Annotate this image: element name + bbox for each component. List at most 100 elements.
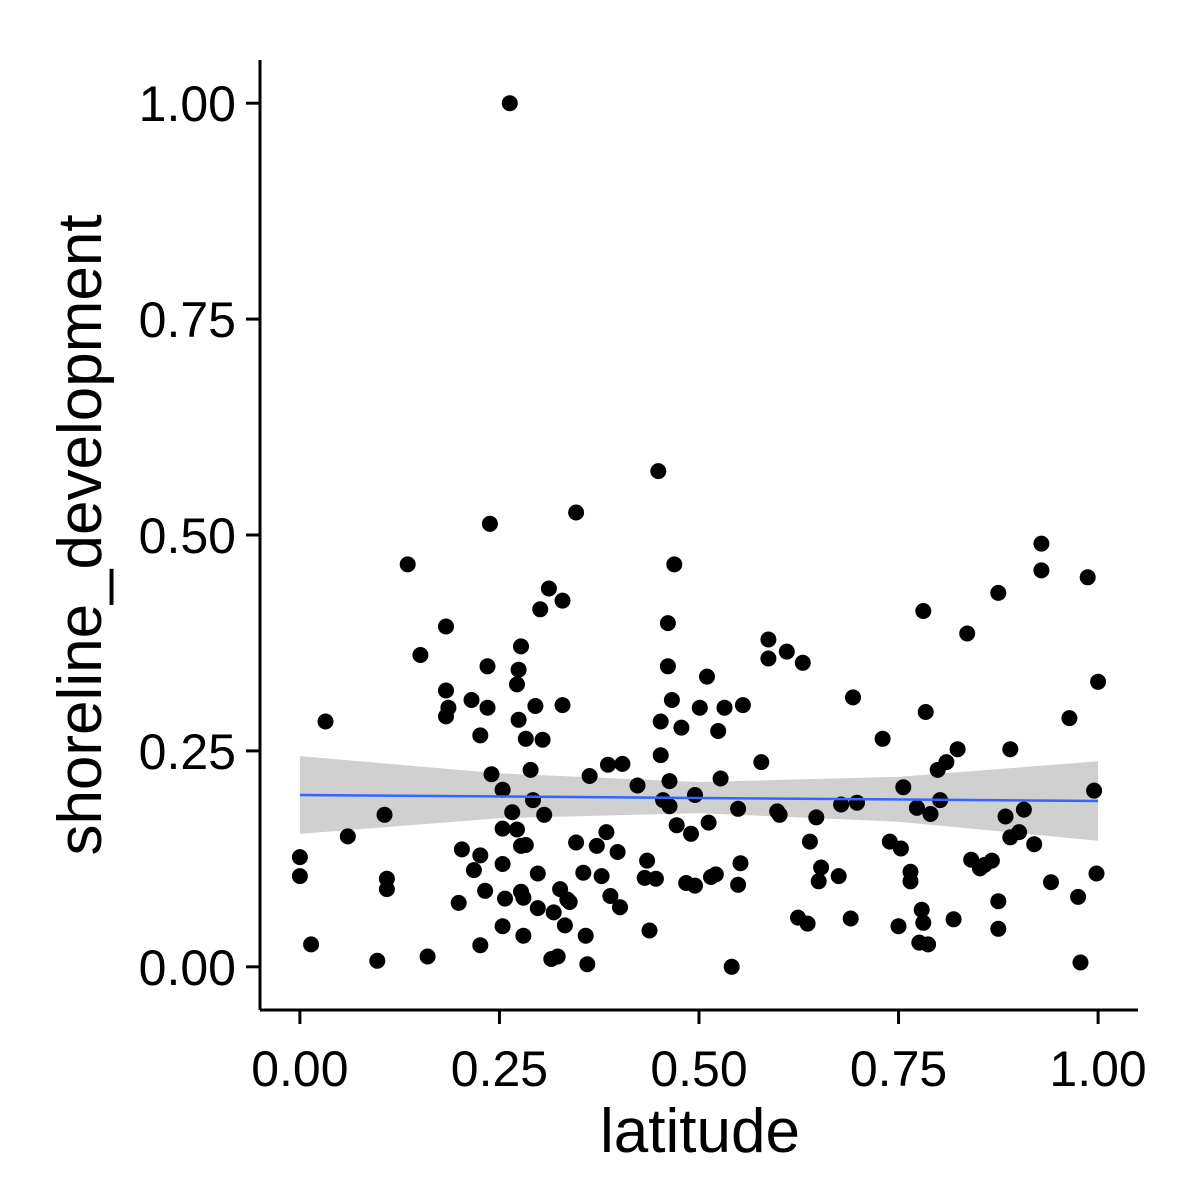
data-point (842, 910, 859, 927)
data-point (378, 881, 395, 898)
data-point (536, 806, 553, 823)
data-point (291, 868, 308, 885)
data-point (450, 894, 467, 911)
data-point (1070, 888, 1087, 905)
data-point (730, 876, 747, 893)
data-point (1033, 562, 1050, 579)
data-point (833, 796, 850, 813)
data-point (813, 859, 830, 876)
data-point (730, 800, 747, 817)
x-tick-label: 0.75 (850, 1041, 947, 1097)
data-point (513, 638, 529, 655)
data-point (1072, 954, 1089, 971)
data-point (990, 893, 1007, 910)
data-point (753, 754, 770, 771)
data-point (647, 870, 664, 887)
data-point (472, 727, 489, 744)
data-point (1090, 673, 1107, 690)
data-point (510, 711, 527, 728)
x-tick-label: 1.00 (1049, 1041, 1146, 1097)
data-point (1033, 535, 1050, 552)
data-point (687, 877, 703, 894)
y-tick-label: 0.25 (139, 724, 236, 780)
data-point (494, 781, 511, 798)
y-tick-label: 0.00 (139, 940, 236, 996)
data-point (472, 847, 489, 864)
data-point (581, 768, 598, 784)
data-point (419, 948, 436, 965)
data-point (949, 741, 966, 758)
data-point (577, 927, 594, 944)
data-point (652, 747, 669, 764)
x-tick-label: 0.25 (451, 1041, 548, 1097)
data-point (303, 936, 320, 953)
data-point (472, 937, 489, 954)
data-point (549, 948, 566, 965)
data-point (659, 615, 676, 632)
data-point (509, 821, 525, 838)
data-point (734, 697, 751, 714)
data-point (515, 889, 532, 906)
data-point (534, 731, 551, 748)
data-point (707, 866, 724, 883)
data-point (465, 862, 482, 879)
data-point (463, 692, 480, 708)
y-tick-label: 0.75 (139, 292, 236, 348)
trend-line (299, 793, 1099, 803)
data-point (527, 698, 544, 714)
data-point (494, 856, 511, 872)
data-point (545, 904, 562, 921)
data-point (568, 834, 585, 851)
data-point (602, 888, 619, 904)
data-point (808, 809, 825, 826)
data-point (771, 806, 788, 823)
data-point (652, 713, 669, 730)
data-point (778, 643, 795, 660)
data-point (515, 927, 532, 944)
data-point (650, 463, 667, 480)
data-point (412, 647, 429, 663)
data-point (915, 914, 932, 931)
data-point (540, 580, 557, 597)
data-point (568, 504, 585, 521)
data-point (600, 756, 616, 773)
data-point (895, 779, 912, 796)
data-point (723, 958, 740, 975)
data-point (438, 682, 454, 699)
data-point (661, 773, 678, 790)
data-point (990, 920, 1007, 937)
data-point (579, 956, 596, 973)
data-point (1086, 782, 1103, 799)
data-point (712, 770, 729, 787)
data-point (990, 584, 1007, 601)
data-point (700, 814, 717, 831)
data-point (477, 882, 494, 899)
data-point (913, 901, 930, 918)
data-point (659, 658, 676, 675)
data-point (668, 817, 685, 834)
data-point (691, 699, 708, 716)
data-point (639, 852, 656, 869)
data-point (554, 592, 571, 609)
data-point (920, 936, 937, 953)
points-layer (291, 95, 1107, 975)
data-point (997, 808, 1014, 825)
data-point (1043, 874, 1059, 891)
y-tick-label: 1.00 (139, 76, 236, 132)
data-point (609, 844, 626, 860)
data-point (501, 95, 518, 112)
data-point (554, 697, 571, 714)
data-point (1088, 865, 1105, 882)
data-point (575, 864, 592, 881)
x-axis-title: latitude (600, 1097, 800, 1166)
data-point (612, 899, 628, 916)
data-point (1002, 741, 1019, 758)
data-point (710, 723, 727, 739)
data-point (794, 654, 811, 671)
data-point (917, 704, 934, 720)
data-point (517, 730, 534, 747)
data-point (945, 911, 962, 928)
data-point (915, 603, 932, 619)
data-point (517, 837, 534, 853)
